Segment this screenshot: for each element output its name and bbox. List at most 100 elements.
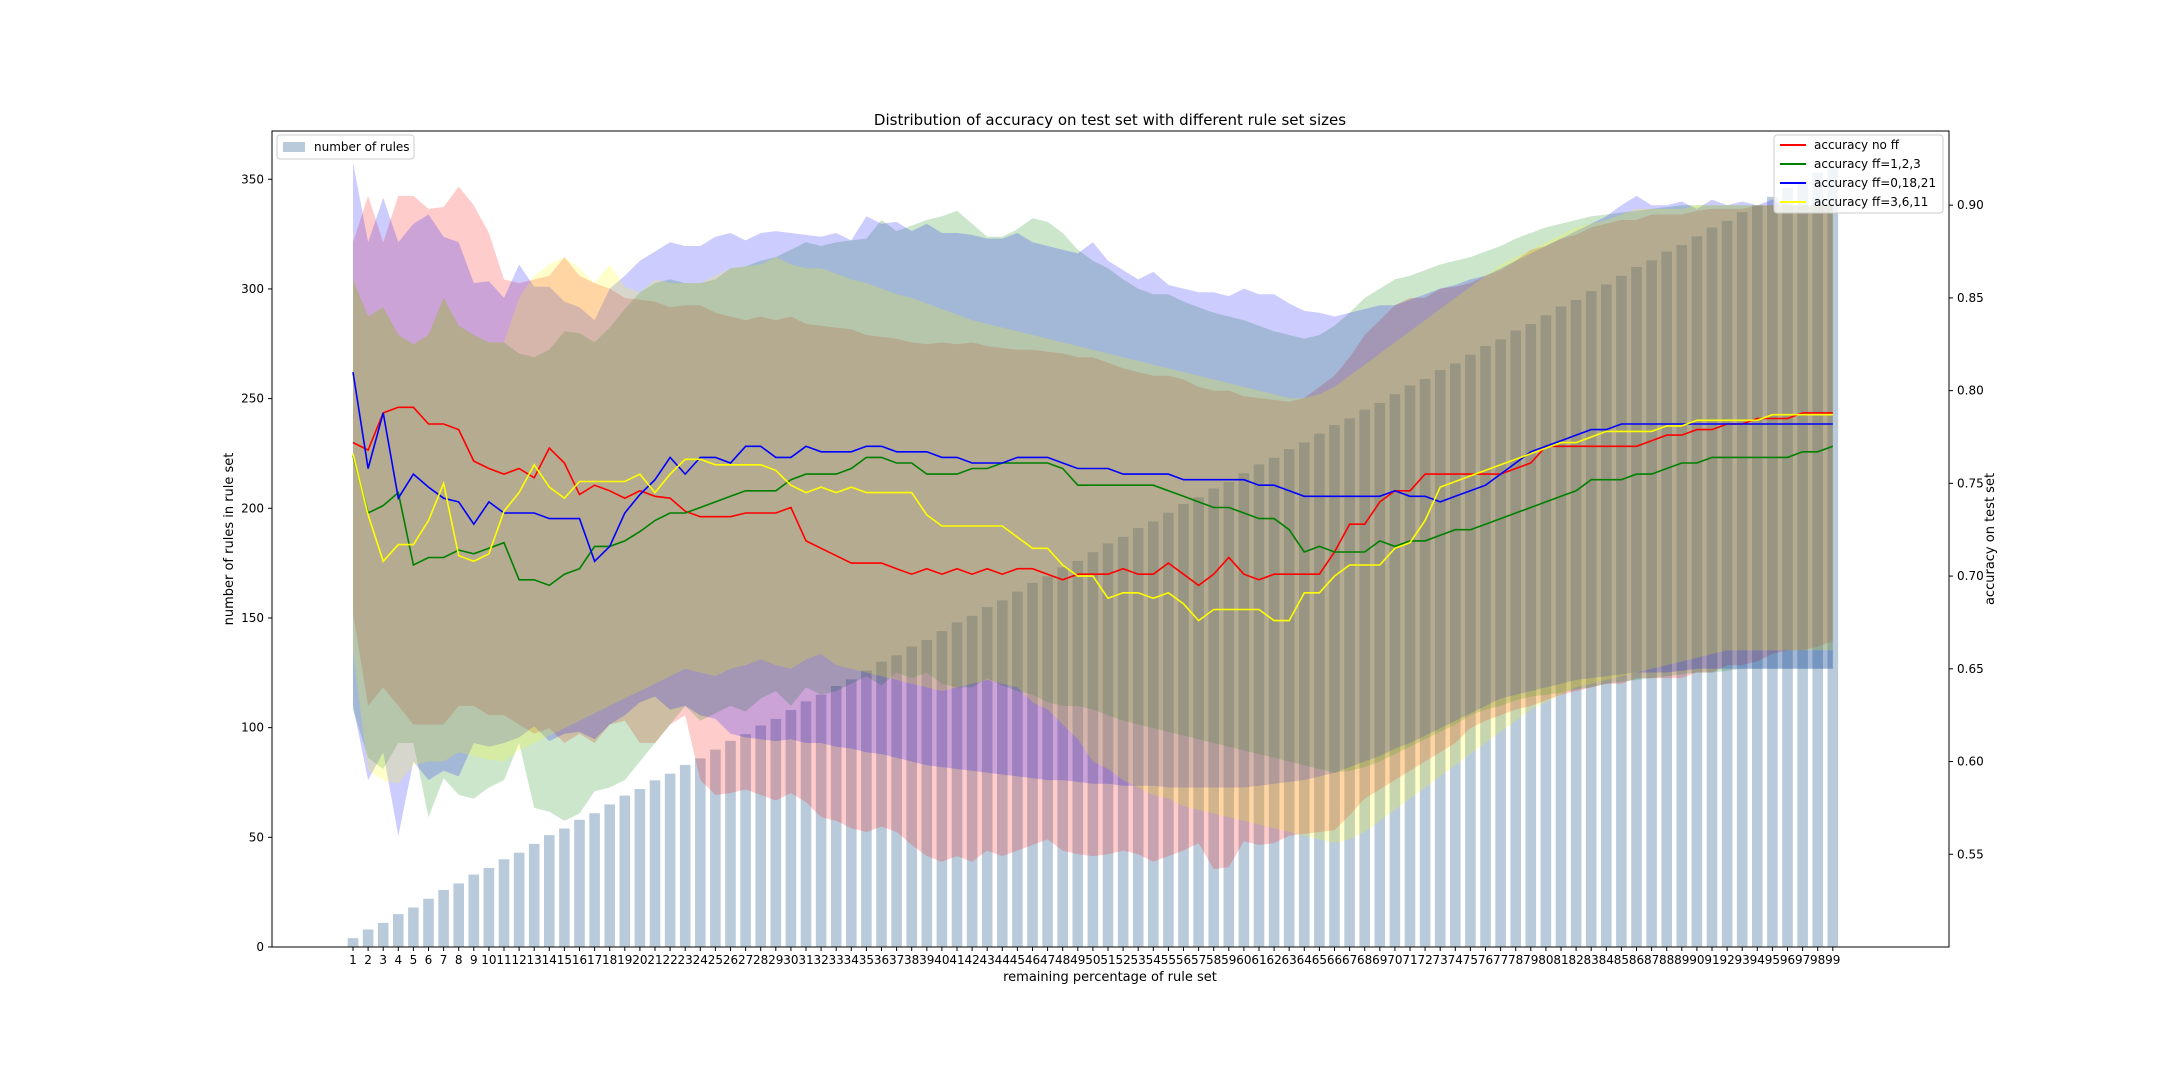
bar-rules-82 xyxy=(1570,299,1582,947)
bar-rules-50 xyxy=(1087,552,1099,947)
bar-rules-71 xyxy=(1404,385,1416,947)
bar-rules-57 xyxy=(1193,497,1204,947)
bar-rules-67 xyxy=(1344,418,1355,947)
bar-rules-99 xyxy=(1827,166,1839,948)
x-tick-label: 88 xyxy=(1659,953,1674,967)
x-tick-label: 71 xyxy=(1402,953,1417,967)
bar-rules-80 xyxy=(1540,315,1552,947)
x-tick-label: 2 xyxy=(364,953,372,967)
x-tick-label: 58 xyxy=(1206,953,1221,967)
bar-rules-55 xyxy=(1163,512,1174,947)
bar-rules-5 xyxy=(408,907,419,947)
x-tick-label: 12 xyxy=(511,953,526,967)
bar-rules-89 xyxy=(1676,245,1688,948)
x-tick-label: 50 xyxy=(1085,953,1100,967)
x-tick-label: 45 xyxy=(1010,953,1025,967)
x-axis-label: remaining percentage of rule set xyxy=(1003,970,1217,985)
x-tick-label: 18 xyxy=(602,953,617,967)
x-tick-label: 21 xyxy=(647,953,662,967)
y-axis-label-right: accuracy on test set xyxy=(1983,473,1998,605)
bar-rules-59 xyxy=(1223,482,1235,947)
x-tick-label: 31 xyxy=(798,953,813,967)
y-tick-label: 50 xyxy=(249,830,264,844)
bar-rules-90 xyxy=(1691,236,1703,948)
bar-rules-58 xyxy=(1208,488,1219,947)
bar-rules-3 xyxy=(377,922,389,947)
x-tick-label: 13 xyxy=(527,953,542,967)
x-tick-label: 22 xyxy=(662,953,677,967)
x-tick-label: 27 xyxy=(738,953,753,967)
x-tick-label: 78 xyxy=(1508,953,1523,967)
x-tick-label: 83 xyxy=(1584,953,1599,967)
bar-rules-64 xyxy=(1299,442,1310,947)
x-tick-label: 76 xyxy=(1478,953,1493,967)
bar-rules-97 xyxy=(1797,181,1808,947)
x-tick-label: 38 xyxy=(904,953,919,967)
bar-rules-31 xyxy=(800,701,812,947)
bar-rules-18 xyxy=(604,804,615,947)
x-tick-label: 75 xyxy=(1463,953,1478,967)
y-right-tick-label: 0.90 xyxy=(1957,198,1984,212)
bar-rules-75 xyxy=(1465,354,1476,947)
bar-rules-91 xyxy=(1706,227,1718,947)
bar-rules-93 xyxy=(1736,212,1748,947)
x-tick-label: 34 xyxy=(844,953,859,967)
legend-label-accuracy-ff-1-2-3: accuracy ff=1,2,3 xyxy=(1814,157,1921,171)
bar-rules-92 xyxy=(1721,220,1733,947)
x-tick-label: 14 xyxy=(542,953,557,967)
x-tick-label: 42 xyxy=(964,953,979,967)
x-tick-label: 35 xyxy=(859,953,874,967)
bar-rules-63 xyxy=(1283,449,1295,947)
bar-rules-11 xyxy=(498,859,510,947)
bar-rules-81 xyxy=(1555,306,1567,947)
bar-rules-33 xyxy=(830,686,842,947)
bar-rules-37 xyxy=(891,655,902,947)
line-accuracy-no-ff xyxy=(352,406,1833,587)
x-tick-label: 48 xyxy=(1055,953,1070,967)
bar-rules-43 xyxy=(981,607,993,947)
x-tick-label: 84 xyxy=(1599,953,1614,967)
x-tick-label: 68 xyxy=(1357,953,1372,967)
legend-right: accuracy no ff accuracy ff=1,2,3 accurac… xyxy=(1773,134,1944,214)
bar-rules-23 xyxy=(679,764,691,947)
bar-rules-44 xyxy=(997,600,1008,947)
bar-rules-17 xyxy=(589,813,600,947)
x-tick-label: 8 xyxy=(455,953,463,967)
x-tick-label: 33 xyxy=(829,953,844,967)
x-tick-label: 90 xyxy=(1689,953,1704,967)
x-tick-label: 92 xyxy=(1719,953,1734,967)
bar-rules-84 xyxy=(1601,284,1612,947)
bar-rules-83 xyxy=(1585,291,1597,948)
y-right-tick-label: 0.85 xyxy=(1957,291,1984,305)
x-tick-label: 1 xyxy=(349,953,357,967)
x-tick-label: 81 xyxy=(1553,953,1568,967)
y-right-tick-label: 0.70 xyxy=(1957,569,1984,583)
bar-rules-60 xyxy=(1238,473,1250,947)
y-right-tick-label: 0.75 xyxy=(1957,476,1984,490)
x-tick-label: 63 xyxy=(1282,953,1297,967)
bar-rules-22 xyxy=(664,773,676,947)
bar-rules-72 xyxy=(1419,378,1431,947)
bar-rules-36 xyxy=(876,661,887,947)
bar-rules-39 xyxy=(921,639,933,947)
x-tick-label: 62 xyxy=(1266,953,1281,967)
bar-rules-77 xyxy=(1495,339,1506,947)
x-tick-label: 86 xyxy=(1629,953,1644,967)
x-tick-label: 64 xyxy=(1297,953,1312,967)
x-tick-label: 20 xyxy=(632,953,647,967)
legend-label-accuracy-no-ff: accuracy no ff xyxy=(1814,138,1900,152)
bar-rules-66 xyxy=(1329,424,1340,947)
x-tick-label: 73 xyxy=(1433,953,1448,967)
bar-rules-15 xyxy=(559,828,570,947)
x-tick-label: 51 xyxy=(1100,953,1115,967)
bar-rules-7 xyxy=(438,890,449,947)
x-tick-label: 89 xyxy=(1674,953,1689,967)
bar-rules-4 xyxy=(393,914,404,947)
bar-rules-30 xyxy=(785,710,797,947)
x-tick-label: 53 xyxy=(1131,953,1146,967)
legend-label-accuracy-ff-3-6-11: accuracy ff=3,6,11 xyxy=(1814,195,1928,209)
x-tick-label: 44 xyxy=(995,953,1010,967)
band-accuracy-ff-3-6-11 xyxy=(353,205,1833,844)
y-right-tick-label: 0.65 xyxy=(1957,662,1984,676)
x-tick-label: 80 xyxy=(1538,953,1553,967)
